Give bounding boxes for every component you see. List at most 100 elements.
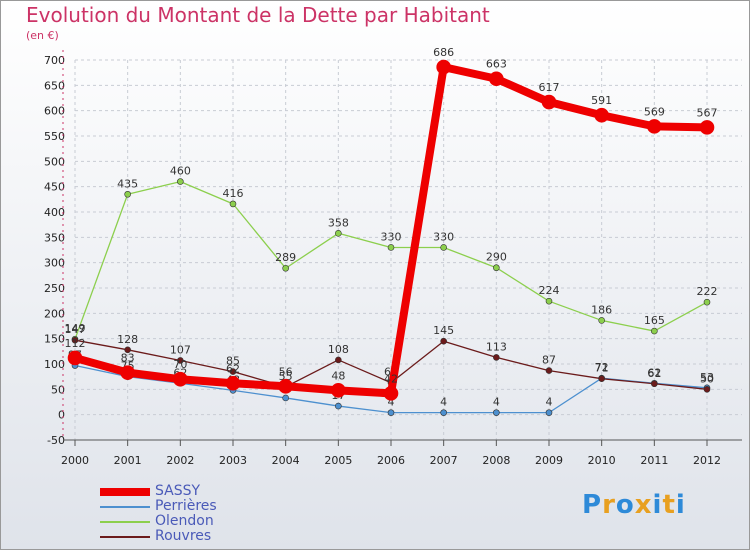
data-label: 290 [486, 251, 507, 264]
data-label: 358 [328, 216, 349, 229]
y-tick-label: 500 [44, 155, 65, 168]
x-tick-label: 2008 [482, 454, 510, 467]
data-point [67, 350, 83, 366]
data-label: 330 [381, 230, 402, 243]
legend-swatch [100, 536, 150, 538]
data-label: 83 [121, 352, 135, 365]
data-label: 62 [226, 362, 240, 375]
data-label: 56 [279, 365, 293, 378]
y-tick-label: 650 [44, 79, 65, 92]
data-label: 289 [275, 251, 296, 264]
data-point [173, 371, 188, 387]
y-tick-label: 550 [44, 130, 65, 143]
data-point [383, 386, 399, 401]
data-label: 85 [226, 355, 240, 368]
data-label: 62 [647, 366, 661, 379]
x-tick-label: 2007 [430, 454, 458, 467]
data-point [282, 264, 289, 272]
x-tick-label: 2011 [640, 454, 668, 467]
data-point [493, 354, 500, 361]
data-label: 55 [279, 370, 293, 383]
legend-label: Rouvres [155, 528, 212, 544]
data-point [120, 365, 135, 380]
data-label: 4 [493, 396, 500, 409]
data-label: 108 [328, 343, 349, 356]
x-tick-label: 2001 [114, 454, 142, 467]
y-tick-label: 50 [51, 383, 65, 396]
x-tick-label: 2003 [219, 454, 247, 467]
legend-item: Rouvres [100, 528, 300, 544]
data-point [493, 409, 500, 416]
data-label: 617 [539, 81, 560, 94]
data-point [229, 200, 237, 208]
y-tick-label: 300 [44, 257, 65, 270]
legend-swatch [100, 521, 150, 523]
data-point [493, 264, 500, 272]
x-tick-label: 2000 [61, 454, 89, 467]
y-tick-label: 400 [44, 206, 65, 219]
legend-label: Perrières [155, 498, 217, 514]
data-label: 128 [117, 333, 138, 346]
data-point [335, 402, 342, 410]
data-label: 165 [644, 314, 665, 327]
y-tick-label: 200 [44, 307, 65, 320]
data-point [71, 336, 79, 344]
data-point [335, 229, 342, 237]
data-point [225, 375, 241, 391]
data-label: 149 [65, 322, 86, 335]
data-point [545, 297, 553, 305]
data-label: 416 [223, 187, 244, 200]
data-point [229, 368, 237, 375]
y-tick-label: 150 [44, 333, 65, 346]
data-label: 4 [546, 396, 553, 409]
data-label: 107 [170, 343, 191, 356]
data-point [124, 190, 131, 198]
y-tick-label: 450 [44, 181, 65, 194]
data-label: 61 [647, 367, 661, 380]
data-point [440, 337, 447, 345]
legend-swatch [100, 488, 150, 496]
data-point [598, 317, 605, 324]
data-label: 569 [644, 105, 665, 118]
data-label: 53 [700, 371, 714, 384]
data-label: 4 [388, 396, 395, 409]
x-tick-label: 2009 [535, 454, 563, 467]
data-point [651, 327, 658, 335]
data-point [278, 378, 293, 394]
y-tick-label: 700 [44, 54, 65, 67]
data-point [594, 107, 609, 123]
data-point [335, 356, 342, 364]
y-tick-label: 100 [44, 358, 65, 371]
x-tick-label: 2002 [166, 454, 194, 467]
legend-item: Perrières [100, 498, 300, 514]
data-label: 147 [65, 323, 86, 336]
proxiti-logo: Proxiti [582, 490, 686, 520]
data-label: 72 [595, 361, 609, 374]
data-label: 460 [170, 165, 191, 178]
chart-title: Evolution du Montant de la Dette par Hab… [26, 3, 490, 27]
data-label: 145 [433, 324, 454, 337]
data-label: 112 [65, 337, 86, 350]
x-tick-label: 2004 [272, 454, 300, 467]
data-point [541, 94, 557, 110]
data-label: 186 [591, 303, 612, 316]
x-tick-label: 2006 [377, 454, 405, 467]
data-label: 113 [486, 340, 507, 353]
data-point [699, 120, 715, 135]
chart-unit: (en €) [26, 29, 59, 42]
data-point [177, 357, 184, 364]
data-point [440, 409, 447, 416]
data-point [703, 298, 711, 306]
legend-label: SASSY [155, 483, 201, 499]
legend-item: Olendon [100, 513, 300, 529]
data-point [598, 375, 605, 382]
data-label: 42 [384, 372, 398, 385]
data-point [647, 119, 662, 134]
y-tick-label: -50 [47, 434, 65, 447]
x-tick-label: 2005 [324, 454, 352, 467]
x-tick-label: 2012 [693, 454, 721, 467]
data-point [124, 346, 131, 354]
data-point [282, 394, 289, 402]
